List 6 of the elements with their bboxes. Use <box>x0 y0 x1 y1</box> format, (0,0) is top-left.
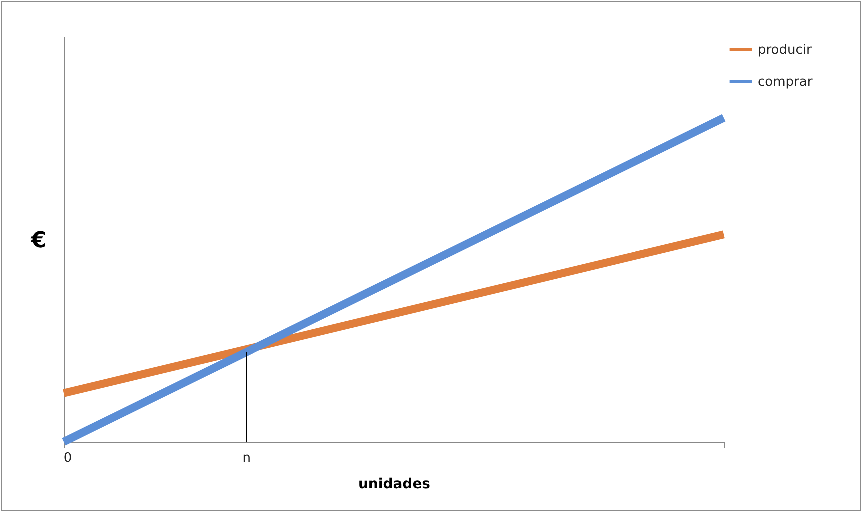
y-axis-title: € <box>30 228 46 254</box>
text: 0 <box>64 451 72 466</box>
legend-label: comprar <box>758 75 814 90</box>
x-axis-title: unidades <box>358 476 431 492</box>
legend-label: producir <box>758 43 813 58</box>
text: n <box>242 451 251 466</box>
